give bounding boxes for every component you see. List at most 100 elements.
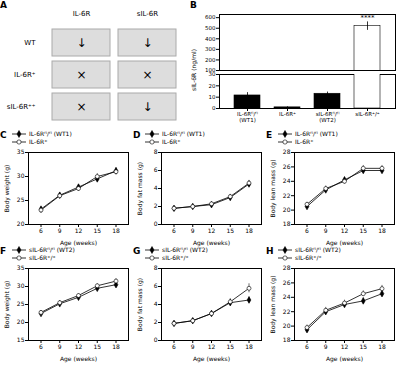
svg-text:12: 12 <box>208 227 216 234</box>
svg-text:28: 28 <box>283 264 291 271</box>
svg-text:2: 2 <box>154 202 158 209</box>
svg-text:12: 12 <box>75 227 83 234</box>
svg-text:20: 20 <box>209 83 216 89</box>
svg-text:12: 12 <box>75 343 83 350</box>
svg-text:9: 9 <box>191 227 195 234</box>
svg-text:Age (weeks): Age (weeks) <box>60 355 97 363</box>
svg-text:22: 22 <box>283 192 291 199</box>
svg-text:6: 6 <box>172 343 176 350</box>
svg-text:×: × <box>142 68 152 82</box>
svg-text:300: 300 <box>205 46 216 52</box>
svg-text:12: 12 <box>341 227 349 234</box>
svg-text:28: 28 <box>283 148 291 155</box>
svg-text:8: 8 <box>154 148 158 155</box>
svg-text:30: 30 <box>209 71 216 77</box>
svg-text:15: 15 <box>226 343 234 350</box>
svg-text:15: 15 <box>359 227 367 234</box>
svg-text:2: 2 <box>154 318 158 325</box>
svg-text:25: 25 <box>17 300 25 307</box>
svg-text:↓: ↓ <box>142 36 152 50</box>
svg-text:9: 9 <box>58 227 62 234</box>
svg-text:4: 4 <box>154 300 158 307</box>
svg-text:12: 12 <box>208 343 216 350</box>
svg-text:Age (weeks): Age (weeks) <box>326 355 363 363</box>
svg-text:18: 18 <box>112 343 120 350</box>
svg-text:sIL-6R⁺/⁺: sIL-6R⁺/⁺ <box>355 111 380 117</box>
svg-text:6: 6 <box>305 227 309 234</box>
svg-text:6: 6 <box>154 166 158 173</box>
svg-text:×: × <box>76 100 86 114</box>
svg-text:6: 6 <box>39 343 43 350</box>
svg-text:20: 20 <box>283 322 291 329</box>
svg-text:Age (weeks): Age (weeks) <box>193 355 230 363</box>
svg-text:200: 200 <box>205 57 216 63</box>
svg-text:35: 35 <box>17 148 25 155</box>
svg-text:IL-6Rᶠˡ/ᶠˡ(WT1): IL-6Rᶠˡ/ᶠˡ(WT1) <box>237 111 258 123</box>
svg-text:12: 12 <box>341 343 349 350</box>
svg-text:15: 15 <box>226 227 234 234</box>
svg-text:****: **** <box>361 14 376 22</box>
svg-text:15: 15 <box>17 336 25 343</box>
svg-text:9: 9 <box>324 343 328 350</box>
svg-text:sIL-6R: sIL-6R <box>137 10 158 18</box>
svg-text:22: 22 <box>283 308 291 315</box>
svg-text:9: 9 <box>58 343 62 350</box>
svg-text:Age (weeks): Age (weeks) <box>193 239 230 247</box>
svg-text:25: 25 <box>17 196 25 203</box>
svg-text:26: 26 <box>283 279 291 286</box>
svg-text:18: 18 <box>112 227 120 234</box>
svg-text:6: 6 <box>39 227 43 234</box>
svg-text:0: 0 <box>154 336 158 343</box>
svg-text:6: 6 <box>154 282 158 289</box>
svg-text:0: 0 <box>212 105 216 111</box>
svg-text:24: 24 <box>283 177 291 184</box>
svg-text:20: 20 <box>283 206 291 213</box>
svg-text:Body lean mass (g): Body lean mass (g) <box>269 276 277 334</box>
svg-text:IL-6R⁺: IL-6R⁺ <box>14 71 36 79</box>
svg-text:30: 30 <box>17 282 25 289</box>
svg-text:sIL-6Rᶠˡ/ᶠˡ(WT2): sIL-6Rᶠˡ/ᶠˡ(WT2) <box>316 111 340 123</box>
svg-text:6: 6 <box>305 343 309 350</box>
svg-text:18: 18 <box>283 336 291 343</box>
svg-text:18: 18 <box>378 227 386 234</box>
svg-text:Body weight (g): Body weight (g) <box>3 281 11 329</box>
svg-text:6: 6 <box>172 227 176 234</box>
svg-text:20: 20 <box>17 318 25 325</box>
svg-text:26: 26 <box>283 163 291 170</box>
svg-text:15: 15 <box>359 343 367 350</box>
svg-text:20: 20 <box>17 220 25 227</box>
svg-text:Age (weeks): Age (weeks) <box>60 239 97 247</box>
svg-text:Body lean mass (g): Body lean mass (g) <box>269 160 277 218</box>
svg-text:4: 4 <box>154 184 158 191</box>
svg-text:Body fat mass (g): Body fat mass (g) <box>136 278 144 331</box>
svg-text:↓: ↓ <box>142 100 152 114</box>
svg-text:×: × <box>76 68 86 82</box>
svg-text:24: 24 <box>283 293 291 300</box>
svg-text:WT: WT <box>24 39 36 47</box>
svg-text:IL-6R⁺: IL-6R⁺ <box>279 111 296 117</box>
svg-text:18: 18 <box>283 220 291 227</box>
svg-text:IL-6R: IL-6R <box>73 10 91 18</box>
svg-text:30: 30 <box>17 172 25 179</box>
svg-text:9: 9 <box>191 343 195 350</box>
svg-text:35: 35 <box>17 264 25 271</box>
svg-text:18: 18 <box>245 343 253 350</box>
svg-text:9: 9 <box>324 227 328 234</box>
svg-text:15: 15 <box>93 227 101 234</box>
svg-text:8: 8 <box>154 264 158 271</box>
svg-text:Age (weeks): Age (weeks) <box>326 239 363 247</box>
svg-text:10: 10 <box>209 94 216 100</box>
svg-text:sIL-6R⁺⁺: sIL-6R⁺⁺ <box>7 103 36 111</box>
svg-text:400: 400 <box>205 36 216 42</box>
svg-text:0: 0 <box>154 220 158 227</box>
html-text:D: D <box>133 130 141 140</box>
svg-text:↓: ↓ <box>76 36 86 50</box>
svg-text:600: 600 <box>205 14 216 20</box>
svg-text:Body fat mass (g): Body fat mass (g) <box>136 162 144 215</box>
svg-text:Body weight (g): Body weight (g) <box>3 165 11 213</box>
svg-text:500: 500 <box>205 25 216 31</box>
svg-text:15: 15 <box>93 343 101 350</box>
html-text:G: G <box>133 246 141 256</box>
svg-text:18: 18 <box>378 343 386 350</box>
svg-text:18: 18 <box>245 227 253 234</box>
